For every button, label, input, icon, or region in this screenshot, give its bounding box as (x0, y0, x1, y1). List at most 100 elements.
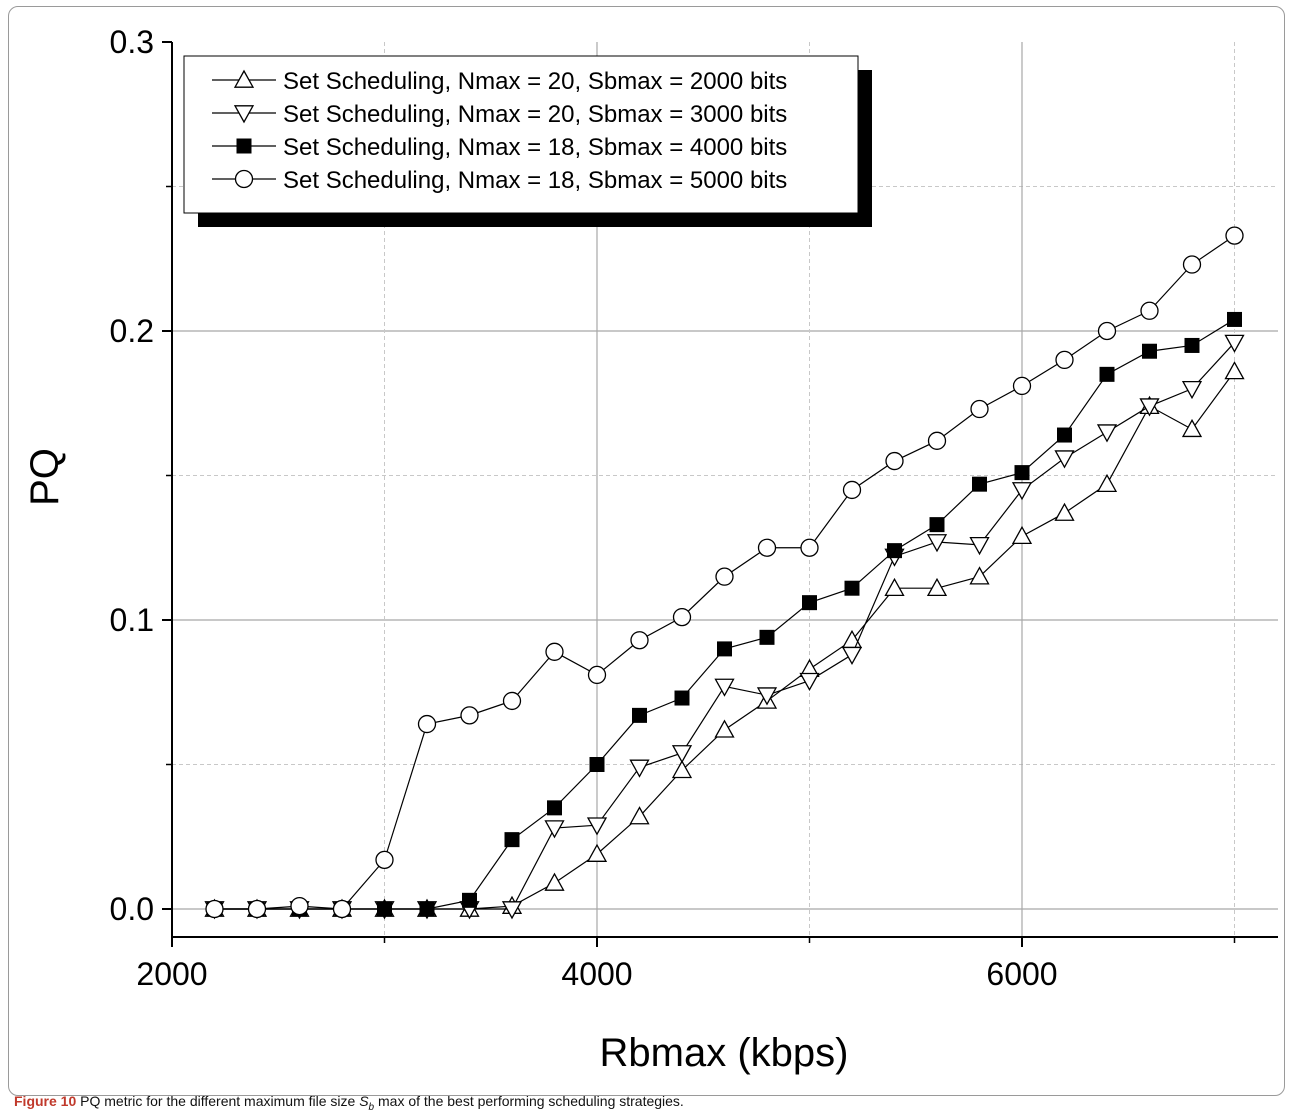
data-point (1096, 473, 1118, 493)
data-point (462, 892, 477, 908)
x-axis-label: Rbmax (kbps) (600, 1031, 849, 1075)
series-group (204, 226, 1245, 920)
legend-entry: Set Scheduling, Nmax = 20, Sbmax = 2000 … (212, 68, 787, 95)
y-tick-label: 0.1 (110, 602, 154, 638)
axes (171, 42, 1278, 938)
legend-entry: Set Scheduling, Nmax = 18, Sbmax = 5000 … (212, 167, 787, 194)
data-point (1224, 334, 1245, 353)
legend: Set Scheduling, Nmax = 20, Sbmax = 2000 … (183, 55, 872, 227)
data-point (632, 707, 647, 723)
data-point (504, 832, 520, 848)
series-2 (204, 334, 1245, 920)
data-point (671, 759, 693, 779)
x-tick-label: 6000 (986, 956, 1057, 992)
data-point (1099, 366, 1115, 382)
data-point (501, 901, 523, 920)
caption-label: Figure 10 (14, 1093, 77, 1109)
data-point (1182, 255, 1202, 274)
data-point (233, 105, 255, 124)
data-point (630, 631, 649, 650)
data-point (844, 580, 860, 596)
data-point (714, 719, 735, 738)
data-point (926, 534, 948, 553)
legend-entry: Set Scheduling, Nmax = 20, Sbmax = 3000 … (212, 101, 787, 128)
legend-box (183, 55, 859, 214)
series-line (214, 342, 1235, 910)
data-point (247, 899, 267, 919)
data-point (969, 537, 990, 556)
data-point (545, 642, 564, 661)
data-point (544, 872, 565, 891)
data-point (757, 538, 777, 557)
data-point (715, 567, 734, 586)
data-point (756, 687, 778, 706)
data-point (547, 800, 562, 816)
data-point (1057, 427, 1072, 443)
data-point (929, 517, 945, 533)
data-point (586, 817, 608, 836)
data-point (842, 480, 862, 500)
data-point (460, 706, 479, 725)
data-point (799, 672, 820, 692)
data-point (589, 757, 605, 772)
data-point (885, 451, 904, 471)
data-point (1014, 465, 1030, 481)
data-point (802, 595, 817, 611)
data-point (236, 138, 252, 154)
x-tick-label: 4000 (561, 956, 632, 992)
data-point (674, 690, 690, 706)
data-point (1181, 418, 1203, 438)
data-point (629, 759, 650, 778)
y-axis-label: PQ (23, 448, 67, 506)
caption-symbol-sub: b (368, 1101, 375, 1113)
pq-chart: 0.0 0.1 0.2 0.3 2000 4000 6000 Set Scheduling,… (23, 24, 1278, 1075)
series-4 (205, 226, 1244, 919)
data-point (1097, 321, 1117, 341)
data-point (419, 901, 435, 917)
data-point (1225, 226, 1244, 245)
legend-entry: Set Scheduling, Nmax = 18, Sbmax = 4000 … (212, 134, 787, 161)
data-point (375, 850, 394, 870)
data-point (717, 641, 732, 657)
legend-label: Set Scheduling, Nmax = 20, Sbmax = 2000 … (283, 68, 787, 95)
data-point (1054, 502, 1075, 521)
data-point (205, 899, 224, 919)
data-point (1224, 361, 1245, 380)
data-point (1227, 311, 1242, 327)
data-point (800, 538, 819, 557)
data-point (1139, 398, 1160, 417)
figure-caption: Figure 10 PQ metric for the different ma… (14, 1093, 684, 1113)
data-point (1055, 350, 1074, 370)
data-point (377, 901, 392, 917)
caption-text-before: PQ metric for the different maximum file… (76, 1093, 360, 1109)
data-point (969, 566, 990, 585)
data-point (544, 820, 565, 839)
data-point (586, 843, 608, 862)
data-point (587, 665, 607, 685)
data-point (884, 577, 905, 597)
data-point (927, 431, 947, 450)
data-point (1012, 376, 1032, 396)
caption-text-after: max of the best performing scheduling st… (374, 1093, 684, 1109)
ticks: 0.0 0.1 0.2 0.3 2000 4000 6000 (110, 24, 1236, 992)
series-1 (204, 361, 1245, 917)
data-point (1054, 450, 1075, 469)
caption-symbol: S (359, 1093, 369, 1109)
data-point (1181, 380, 1203, 400)
data-point (290, 896, 309, 916)
data-point (841, 646, 863, 666)
data-point (1184, 337, 1200, 353)
data-point (502, 691, 522, 711)
y-tick-label: 0.0 (110, 891, 154, 927)
data-point (887, 543, 902, 559)
legend-label: Set Scheduling, Nmax = 20, Sbmax = 3000 … (283, 101, 787, 128)
data-point (1011, 482, 1033, 501)
data-point (672, 607, 692, 627)
data-point (332, 899, 352, 919)
data-point (970, 399, 989, 419)
data-point (417, 714, 437, 734)
data-point (1011, 525, 1033, 545)
data-point (671, 745, 693, 764)
series-3 (207, 311, 1242, 917)
data-point (972, 476, 987, 492)
